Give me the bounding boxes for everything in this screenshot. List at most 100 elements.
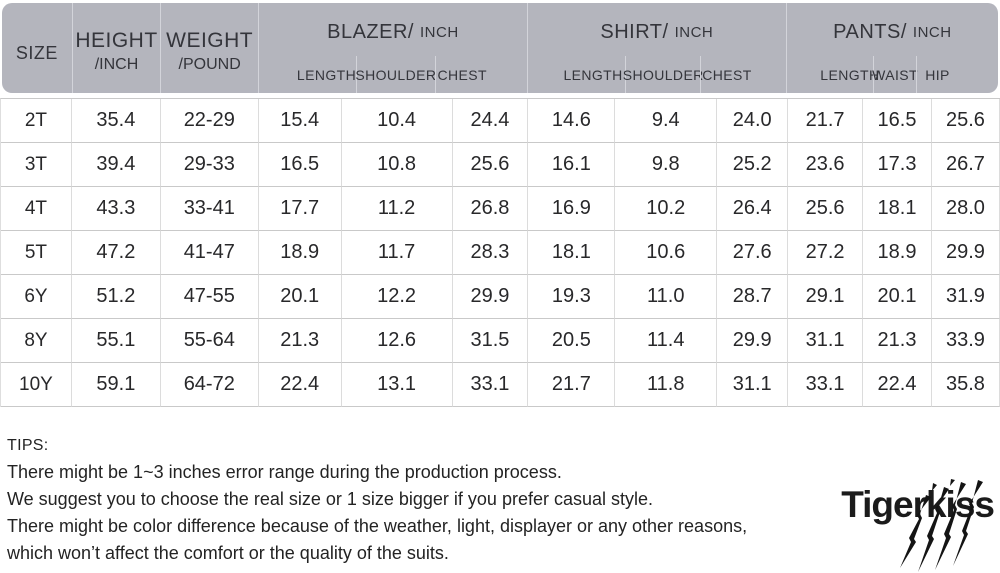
table-cell: 47.2 xyxy=(71,231,161,275)
table-cell: 25.6 xyxy=(788,187,864,231)
column-group-pants: PANTS/ INCH LENGTH WAIST HIP xyxy=(787,3,998,93)
tips-line: We suggest you to choose the real size o… xyxy=(7,489,654,509)
table-cell: 35.4 xyxy=(71,99,161,143)
table-cell: 41-47 xyxy=(160,231,259,275)
table-cell: 55.1 xyxy=(71,319,161,363)
row-size-label: 6Y xyxy=(1,275,72,319)
table-cell: 22-29 xyxy=(160,99,259,143)
table-header: SIZE HEIGHT /INCH WEIGHT /POUND BLAZER/ … xyxy=(2,3,998,93)
table-cell: 16.5 xyxy=(258,143,342,187)
tips-line: which won’t affect the comfort or the qu… xyxy=(7,543,449,563)
table-cell: 33.1 xyxy=(788,363,864,407)
table-cell: 10.4 xyxy=(341,99,453,143)
table-cell: 18.9 xyxy=(863,231,932,275)
table-cell: 14.6 xyxy=(528,99,616,143)
table-cell: 9.4 xyxy=(615,99,718,143)
table-cell: 55-64 xyxy=(160,319,259,363)
table-cell: 33.9 xyxy=(931,319,1000,363)
tips-title: TIPS: xyxy=(7,437,49,454)
table-cell: 26.7 xyxy=(931,143,1000,187)
height-label: HEIGHT xyxy=(75,28,158,52)
row-size-label: 2T xyxy=(1,99,72,143)
subheader-blazer-chest: CHEST xyxy=(434,56,489,93)
column-header-weight: WEIGHT /POUND xyxy=(161,3,259,93)
table-cell: 29.1 xyxy=(788,275,864,319)
blazer-subcolumns: LENGTH SHOULDER CHEST xyxy=(297,56,489,93)
table-cell: 11.0 xyxy=(615,275,718,319)
table-cell: 18.1 xyxy=(528,231,616,275)
table-cell: 20.1 xyxy=(258,275,342,319)
table-cell: 16.9 xyxy=(528,187,616,231)
table-cell: 31.1 xyxy=(788,319,864,363)
table-cell: 28.7 xyxy=(717,275,789,319)
table-cell: 23.6 xyxy=(788,143,864,187)
table-cell: 27.2 xyxy=(788,231,864,275)
table-cell: 21.7 xyxy=(788,99,864,143)
claw-scratch-icon xyxy=(900,479,983,572)
blazer-unit-label: INCH xyxy=(419,24,459,41)
table-cell: 10.8 xyxy=(341,143,453,187)
table-cell: 12.6 xyxy=(341,319,453,363)
table-cell: 43.3 xyxy=(71,187,161,231)
blazer-label: BLAZER/ xyxy=(327,21,414,43)
table-cell: 51.2 xyxy=(71,275,161,319)
table-cell: 29-33 xyxy=(160,143,259,187)
table-cell: 20.5 xyxy=(528,319,616,363)
column-group-shirt: SHIRT/ INCH LENGTH SHOULDER CHEST xyxy=(528,3,787,93)
table-cell: 17.7 xyxy=(258,187,342,231)
weight-label: WEIGHT xyxy=(166,28,254,52)
table-cell: 17.3 xyxy=(863,143,932,187)
column-header-height: HEIGHT /INCH xyxy=(73,3,162,93)
subheader-shirt-length: LENGTH xyxy=(563,66,623,83)
row-size-label: 5T xyxy=(1,231,72,275)
height-unit-label: /INCH xyxy=(94,55,139,73)
blazer-group-title: BLAZER/ INCH xyxy=(327,3,459,56)
table-cell: 15.4 xyxy=(258,99,342,143)
table-cell: 33.1 xyxy=(452,363,529,407)
table-cell: 31.5 xyxy=(452,319,529,363)
table-cell: 18.9 xyxy=(258,231,342,275)
table-cell: 28.0 xyxy=(931,187,1000,231)
table-cell: 10.6 xyxy=(615,231,718,275)
subheader-pants-hip: HIP xyxy=(915,56,958,93)
table-cell: 11.8 xyxy=(615,363,718,407)
pants-group-title: PANTS/ INCH xyxy=(833,3,951,56)
table-cell: 13.1 xyxy=(341,363,453,407)
column-header-size: SIZE xyxy=(2,3,73,93)
table-cell: 21.3 xyxy=(863,319,932,363)
table-cell: 28.3 xyxy=(452,231,529,275)
table-cell: 16.1 xyxy=(528,143,616,187)
shirt-unit-label: INCH xyxy=(674,24,714,41)
pants-subcolumns: LENGTH WAIST HIP xyxy=(820,56,959,93)
subheader-blazer-length: LENGTH xyxy=(296,66,357,83)
table-cell: 24.0 xyxy=(717,99,789,143)
table-cell: 59.1 xyxy=(71,363,161,407)
tips-line: There might be color difference because … xyxy=(7,516,748,536)
table-cell: 31.1 xyxy=(717,363,789,407)
table-cell: 26.8 xyxy=(452,187,529,231)
subheader-shirt-shoulder: SHOULDER xyxy=(623,56,703,93)
table-cell: 11.7 xyxy=(341,231,453,275)
table-cell: 11.4 xyxy=(615,319,718,363)
size-label: SIZE xyxy=(15,42,58,63)
table-cell: 26.4 xyxy=(717,187,789,231)
subheader-shirt-chest: CHEST xyxy=(700,56,752,93)
tips-line: There might be 1~3 inches error range du… xyxy=(7,462,562,482)
subheader-pants-waist: WAIST xyxy=(872,56,918,93)
table-cell: 39.4 xyxy=(71,143,161,187)
pants-label: PANTS/ xyxy=(833,21,907,43)
table-cell: 25.2 xyxy=(717,143,789,187)
table-cell: 22.4 xyxy=(258,363,342,407)
table-cell: 47-55 xyxy=(160,275,259,319)
table-cell: 64-72 xyxy=(160,363,259,407)
table-cell: 9.8 xyxy=(615,143,718,187)
shirt-subcolumns: LENGTH SHOULDER CHEST xyxy=(561,56,753,93)
row-size-label: 4T xyxy=(1,187,72,231)
table-cell: 25.6 xyxy=(452,143,529,187)
table-cell: 16.5 xyxy=(863,99,932,143)
table-cell: 10.2 xyxy=(615,187,718,231)
table-cell: 35.8 xyxy=(931,363,1000,407)
table-cell: 22.4 xyxy=(863,363,932,407)
table-cell: 33-41 xyxy=(160,187,259,231)
